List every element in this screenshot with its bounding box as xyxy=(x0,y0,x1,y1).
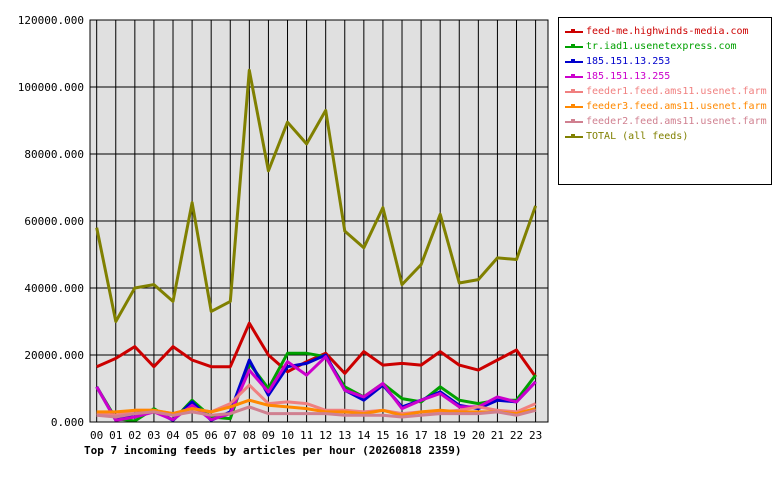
series-line xyxy=(95,355,537,422)
x-tick-label: 13 xyxy=(338,429,351,442)
x-tick-label: 21 xyxy=(491,429,504,442)
y-tick-label: 20000.000 xyxy=(24,349,84,362)
x-tick-label: 09 xyxy=(262,429,275,442)
legend-item: tr.iad1.usenetexpress.com xyxy=(559,41,771,56)
x-tick-label: 15 xyxy=(376,429,389,442)
x-tick-label: 01 xyxy=(109,429,122,442)
x-tick-label: 11 xyxy=(300,429,313,442)
series-lines xyxy=(95,68,538,423)
legend-item: feed-me.highwinds-media.com xyxy=(559,26,771,41)
legend-item: TOTAL (all feeds) xyxy=(559,131,771,146)
legend-label: feeder2.feed.ams11.usenet.farm xyxy=(586,116,767,127)
legend-label: feed-me.highwinds-media.com xyxy=(586,26,749,37)
x-tick-label: 00 xyxy=(90,429,103,442)
plot-border xyxy=(89,19,549,423)
legend-item: feeder2.feed.ams11.usenet.farm xyxy=(559,116,771,131)
x-tick-label: 22 xyxy=(510,429,523,442)
legend-item: 185.151.13.255 xyxy=(559,71,771,86)
x-tick-label: 04 xyxy=(166,429,180,442)
legend-label: feeder1.feed.ams11.usenet.farm xyxy=(586,86,767,97)
legend-marker xyxy=(571,74,575,78)
legend-item: 185.151.13.253 xyxy=(559,56,771,71)
legend-label: 185.151.13.253 xyxy=(586,56,671,67)
legend: feed-me.highwinds-media.com tr.iad1.usene… xyxy=(558,17,772,185)
y-tick-label: 60000.000 xyxy=(24,215,84,228)
series-line xyxy=(96,405,536,419)
axes: 0.000 20000.000 40000.000 60000.000 80000.00… xyxy=(18,14,549,442)
legend-marker xyxy=(571,44,575,48)
legend-label: tr.iad1.usenetexpress.com xyxy=(586,41,737,52)
legend-label: TOTAL (all feeds) xyxy=(586,131,689,142)
legend-label: feeder3.feed.ams11.usenet.farm xyxy=(586,101,767,112)
x-tick-label: 16 xyxy=(395,429,408,442)
x-tick-label: 07 xyxy=(224,429,237,442)
y-tick-label: 100000.000 xyxy=(18,81,84,94)
legend-label: 185.151.13.255 xyxy=(586,71,671,82)
series-line xyxy=(96,321,537,378)
series-line xyxy=(96,398,536,417)
legend-marker xyxy=(571,89,575,93)
x-tick-label: 23 xyxy=(529,429,542,442)
x-tick-label: 02 xyxy=(128,429,141,442)
x-tick-label: 19 xyxy=(453,429,466,442)
x-tick-label: 18 xyxy=(434,429,447,442)
legend-item: feeder1.feed.ams11.usenet.farm xyxy=(559,86,771,101)
x-tick-label: 08 xyxy=(243,429,256,442)
series-line xyxy=(95,68,538,323)
x-tick-label: 17 xyxy=(414,429,427,442)
y-tick-label: 40000.000 xyxy=(24,282,84,295)
legend-marker xyxy=(571,119,575,123)
x-tick-label: 14 xyxy=(357,429,371,442)
x-tick-label: 12 xyxy=(319,429,332,442)
y-tick-label: 120000.000 xyxy=(18,14,84,27)
legend-marker xyxy=(571,134,575,138)
x-tick-label: 03 xyxy=(147,429,160,442)
x-tick-label: 05 xyxy=(185,429,198,442)
y-tick-label: 80000.000 xyxy=(24,148,84,161)
chart-title: Top 7 incoming feeds by articles per hou… xyxy=(84,444,462,457)
legend-marker xyxy=(571,104,575,108)
x-tick-label: 10 xyxy=(281,429,294,442)
x-tick-label: 20 xyxy=(472,429,485,442)
legend-item: feeder3.feed.ams11.usenet.farm xyxy=(559,101,771,116)
legend-marker xyxy=(571,59,575,63)
legend-marker xyxy=(571,29,575,33)
x-tick-label: 06 xyxy=(205,429,218,442)
y-tick-label: 0.000 xyxy=(51,416,84,429)
